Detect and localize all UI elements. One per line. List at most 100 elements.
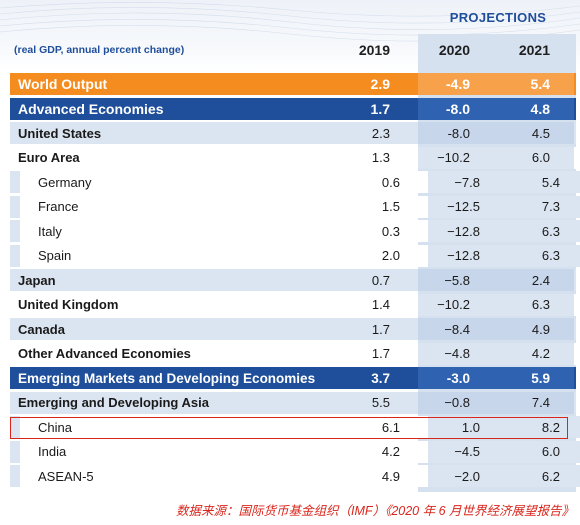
table-row-japan: Japan 0.7 −5.8 2.4 [10, 269, 576, 291]
value-2021: 4.5 [531, 125, 550, 141]
value-2020: -8.0 [447, 125, 470, 141]
row-label: Emerging and Developing Asia [18, 395, 209, 410]
row-label: Germany [38, 174, 92, 190]
row-label: Canada [18, 321, 65, 337]
value-2019: 6.1 [381, 419, 400, 435]
source-note: 数据来源：国际货币基金组织（IMF）《2020 年 6 月世界经济展望报告》 [176, 504, 574, 518]
row-label: Advanced Economies [18, 100, 164, 117]
value-2020: −12.5 [447, 199, 480, 214]
projection-cell-shade [418, 367, 574, 389]
row-label: World Output [18, 76, 108, 92]
projection-cell-shade [428, 244, 580, 267]
value-2020: 1.0 [461, 419, 480, 435]
table-row-world-output: World Output 2.9 -4.9 5.4 [10, 73, 576, 95]
value-2021: 5.4 [530, 76, 550, 92]
value-2021: 7.4 [531, 395, 550, 410]
value-2019: 5.5 [371, 395, 390, 410]
value-2019: 2.9 [370, 76, 390, 92]
projection-cell-shade [418, 122, 574, 144]
projection-cell-shade [418, 73, 574, 95]
table-row-india: India 4.2 −4.5 6.0 [10, 440, 580, 463]
row-label: United States [18, 125, 102, 141]
value-2021: 6.0 [541, 444, 560, 459]
value-2021: 6.3 [531, 297, 550, 312]
value-2021: 6.2 [541, 468, 560, 484]
table-row-emerging-and-developing-asia: Emerging and Developing Asia 5.5 −0.8 7.4 [10, 391, 576, 414]
value-2021: 6.3 [541, 223, 560, 239]
value-2019: 1.7 [371, 346, 390, 361]
value-2020: −10.2 [437, 297, 470, 312]
value-2021: 5.4 [541, 174, 560, 190]
value-2019: 0.3 [381, 223, 400, 239]
table-row-germany: Germany 0.6 −7.8 5.4 [10, 171, 580, 193]
value-2021: 4.2 [531, 346, 550, 361]
units-label: (real GDP, annual percent change) [14, 44, 185, 56]
projection-cell-shade [418, 293, 574, 316]
value-2020: -3.0 [446, 370, 470, 386]
projection-cell-shade [428, 171, 580, 193]
projection-cell-shade [428, 220, 580, 242]
year-header-2020: 2020 [438, 42, 470, 58]
table-row-united-states: United States 2.3 -8.0 4.5 [10, 122, 576, 144]
row-label: Italy [38, 223, 62, 239]
projection-cell-shade [418, 318, 574, 340]
row-label: France [38, 199, 79, 214]
value-2020: -4.9 [445, 76, 470, 92]
table-row-china: China 6.1 1.0 8.2 [10, 416, 580, 438]
value-2020: −2.0 [454, 468, 480, 484]
value-2019: 3.7 [371, 370, 390, 386]
row-label: India [38, 444, 67, 459]
value-2020: −10.2 [437, 150, 470, 165]
value-2021: 7.3 [541, 199, 560, 214]
value-2019: 4.9 [381, 468, 400, 484]
value-2020: −12.8 [447, 248, 480, 263]
table-row-spain: Spain 2.0 −12.8 6.3 [10, 244, 580, 267]
value-2019: 4.2 [381, 444, 400, 459]
value-2019: 1.7 [370, 100, 390, 117]
table-row-italy: Italy 0.3 −12.8 6.3 [10, 220, 580, 242]
value-2021: 5.9 [531, 370, 550, 386]
projection-cell-shade [418, 97, 574, 120]
table-row-asean-5: ASEAN-5 4.9 −2.0 6.2 [10, 465, 580, 487]
value-2019: 1.3 [371, 150, 390, 165]
projection-cell-shade [428, 440, 580, 463]
value-2021: 6.3 [541, 248, 560, 263]
value-2021: 8.2 [541, 419, 560, 435]
projections-label: PROJECTIONS [449, 10, 547, 25]
year-header-2021: 2021 [518, 42, 550, 58]
projection-cell-shade [418, 146, 574, 169]
projection-cell-shade [428, 416, 580, 438]
value-2020: -8.0 [445, 100, 470, 117]
projection-cell-shade [418, 342, 574, 365]
projection-cell-shade [418, 269, 574, 291]
row-label: Euro Area [18, 150, 80, 165]
value-2021: 4.8 [530, 100, 550, 117]
value-2019: 1.5 [381, 199, 400, 214]
value-2019: 2.0 [381, 248, 400, 263]
row-label: China [38, 419, 72, 435]
year-header-2019: 2019 [358, 42, 390, 58]
table-row-other-advanced-economies: Other Advanced Economies 1.7 −4.8 4.2 [10, 342, 576, 365]
row-label: United Kingdom [18, 297, 119, 312]
table-row-emerging-markets-and-developing-economies: Emerging Markets and Developing Economie… [10, 367, 576, 389]
value-2019: 2.3 [371, 125, 390, 141]
row-label: ASEAN-5 [38, 468, 94, 484]
value-2020: −4.5 [454, 444, 480, 459]
value-2020: −7.8 [454, 174, 480, 190]
value-2021: 4.9 [531, 321, 550, 337]
value-2019: 1.7 [371, 321, 390, 337]
value-2019: 0.6 [381, 174, 400, 190]
value-2020: −12.8 [447, 223, 480, 239]
value-2020: −8.4 [444, 321, 470, 337]
value-2019: 0.7 [371, 272, 390, 288]
row-label: Japan [18, 272, 56, 288]
value-2020: −5.8 [444, 272, 470, 288]
projection-cell-shade [418, 391, 574, 414]
value-2020: −4.8 [444, 346, 470, 361]
table-row-united-kingdom: United Kingdom 1.4 −10.2 6.3 [10, 293, 576, 316]
row-label: Spain [38, 248, 72, 263]
row-label: Emerging Markets and Developing Economie… [18, 370, 316, 386]
table-row-euro-area: Euro Area 1.3 −10.2 6.0 [10, 146, 576, 169]
projection-cell-shade [428, 465, 580, 487]
projection-cell-shade [428, 195, 580, 218]
